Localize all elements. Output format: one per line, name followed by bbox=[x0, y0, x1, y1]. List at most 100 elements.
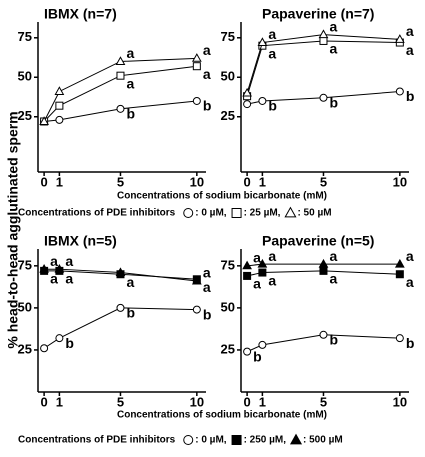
x-tick-label: 0 bbox=[243, 394, 250, 409]
significance-letter: a bbox=[268, 26, 276, 42]
marker bbox=[191, 53, 202, 62]
marker bbox=[243, 271, 252, 280]
y-tick-label: 25 bbox=[221, 108, 235, 123]
marker bbox=[395, 87, 404, 96]
significance-letter: a bbox=[253, 276, 261, 292]
marker bbox=[116, 303, 125, 312]
panel-title: IBMX (n=7) bbox=[44, 6, 117, 22]
marker bbox=[192, 62, 201, 71]
marker bbox=[395, 334, 404, 343]
marker bbox=[318, 258, 329, 268]
significance-letter: a bbox=[253, 250, 261, 266]
significance-letter: a bbox=[268, 248, 276, 264]
significance-letter: a bbox=[65, 253, 73, 269]
significance-letter: a bbox=[329, 18, 337, 34]
y-tick-label: 50 bbox=[221, 69, 235, 84]
series-line bbox=[44, 268, 197, 282]
significance-letter: b bbox=[253, 348, 262, 364]
significance-letter: a bbox=[203, 265, 211, 281]
x-tick-label: 10 bbox=[393, 394, 407, 409]
y-tick-label: 50 bbox=[18, 69, 32, 84]
significance-letter: b bbox=[329, 332, 338, 348]
x-tick-label: 1 bbox=[259, 394, 266, 409]
significance-letter: b bbox=[329, 94, 338, 110]
y-tick-label: 75 bbox=[221, 29, 235, 44]
x-axis-label: Concentrations of sodium bicarbonate (mM… bbox=[117, 410, 327, 421]
series-line bbox=[246, 34, 400, 94]
significance-letter: a bbox=[65, 271, 73, 287]
significance-letter: a bbox=[203, 279, 211, 295]
significance-letter: a bbox=[329, 271, 337, 287]
significance-letter: a bbox=[406, 248, 414, 264]
significance-letter: a bbox=[268, 272, 276, 288]
panel-title: Papaverine (n=5) bbox=[262, 233, 374, 249]
significance-letter: b bbox=[126, 106, 135, 122]
series-line bbox=[44, 100, 197, 122]
marker bbox=[319, 36, 328, 45]
y-tick-label: 25 bbox=[18, 341, 32, 356]
significance-letter: a bbox=[406, 23, 414, 39]
significance-letter: a bbox=[203, 42, 211, 58]
marker bbox=[394, 258, 405, 268]
significance-letter: a bbox=[268, 45, 276, 61]
marker bbox=[231, 208, 242, 218]
x-tick-label: 0 bbox=[243, 174, 250, 189]
significance-letter: b bbox=[65, 335, 74, 351]
marker bbox=[40, 344, 49, 353]
y-tick-label: 50 bbox=[221, 299, 235, 314]
significance-letter: a bbox=[329, 248, 337, 264]
x-tick-label: 0 bbox=[40, 394, 47, 409]
x-tick-label: 5 bbox=[320, 394, 327, 409]
y-tick-label: 75 bbox=[18, 257, 32, 272]
significance-letter: b bbox=[203, 98, 212, 114]
x-tick-label: 5 bbox=[320, 174, 327, 189]
significance-letter: b bbox=[126, 305, 135, 321]
series-line bbox=[247, 270, 400, 277]
legend-label: : 0 µM, bbox=[195, 435, 227, 446]
significance-letter: b bbox=[406, 335, 415, 351]
marker bbox=[257, 258, 268, 268]
legend-label: : 25 µM, bbox=[244, 208, 281, 219]
marker bbox=[318, 29, 329, 39]
significance-letter: a bbox=[406, 42, 414, 58]
marker bbox=[115, 56, 126, 65]
marker bbox=[192, 305, 201, 314]
marker bbox=[243, 100, 252, 109]
panel-title: Papaverine (n=7) bbox=[262, 6, 374, 22]
marker bbox=[55, 115, 64, 124]
marker bbox=[319, 330, 328, 339]
marker bbox=[115, 267, 126, 277]
marker bbox=[183, 435, 194, 445]
x-tick-label: 10 bbox=[190, 174, 204, 189]
x-tick-label: 1 bbox=[259, 174, 266, 189]
marker bbox=[242, 87, 252, 97]
series-line bbox=[43, 57, 197, 122]
series-line bbox=[43, 65, 197, 122]
significance-letter: a bbox=[406, 274, 414, 290]
x-tick-label: 1 bbox=[56, 174, 63, 189]
marker bbox=[54, 86, 65, 95]
significance-letter: b bbox=[406, 88, 415, 104]
marker bbox=[258, 268, 267, 277]
y-axis-label: % head-to-head agglutinated sperm bbox=[5, 111, 21, 348]
marker bbox=[55, 334, 64, 343]
marker bbox=[394, 34, 405, 43]
legend-label: : 50 µM bbox=[297, 208, 331, 219]
marker bbox=[289, 433, 303, 445]
marker bbox=[191, 275, 202, 285]
x-tick-label: 0 bbox=[40, 174, 47, 189]
y-tick-label: 75 bbox=[18, 29, 32, 44]
significance-letter: a bbox=[126, 274, 134, 290]
marker bbox=[54, 263, 65, 273]
y-tick-label: 25 bbox=[221, 341, 235, 356]
x-tick-label: 5 bbox=[117, 174, 124, 189]
marker bbox=[116, 104, 125, 113]
legend-title: Concentrations of PDE inhibitors bbox=[18, 208, 176, 219]
series-line bbox=[246, 40, 400, 97]
y-tick-label: 50 bbox=[18, 299, 32, 314]
y-tick-label: 75 bbox=[221, 257, 235, 272]
significance-letter: a bbox=[50, 271, 58, 287]
marker bbox=[243, 347, 252, 356]
marker bbox=[257, 37, 268, 47]
x-tick-label: 10 bbox=[393, 174, 407, 189]
